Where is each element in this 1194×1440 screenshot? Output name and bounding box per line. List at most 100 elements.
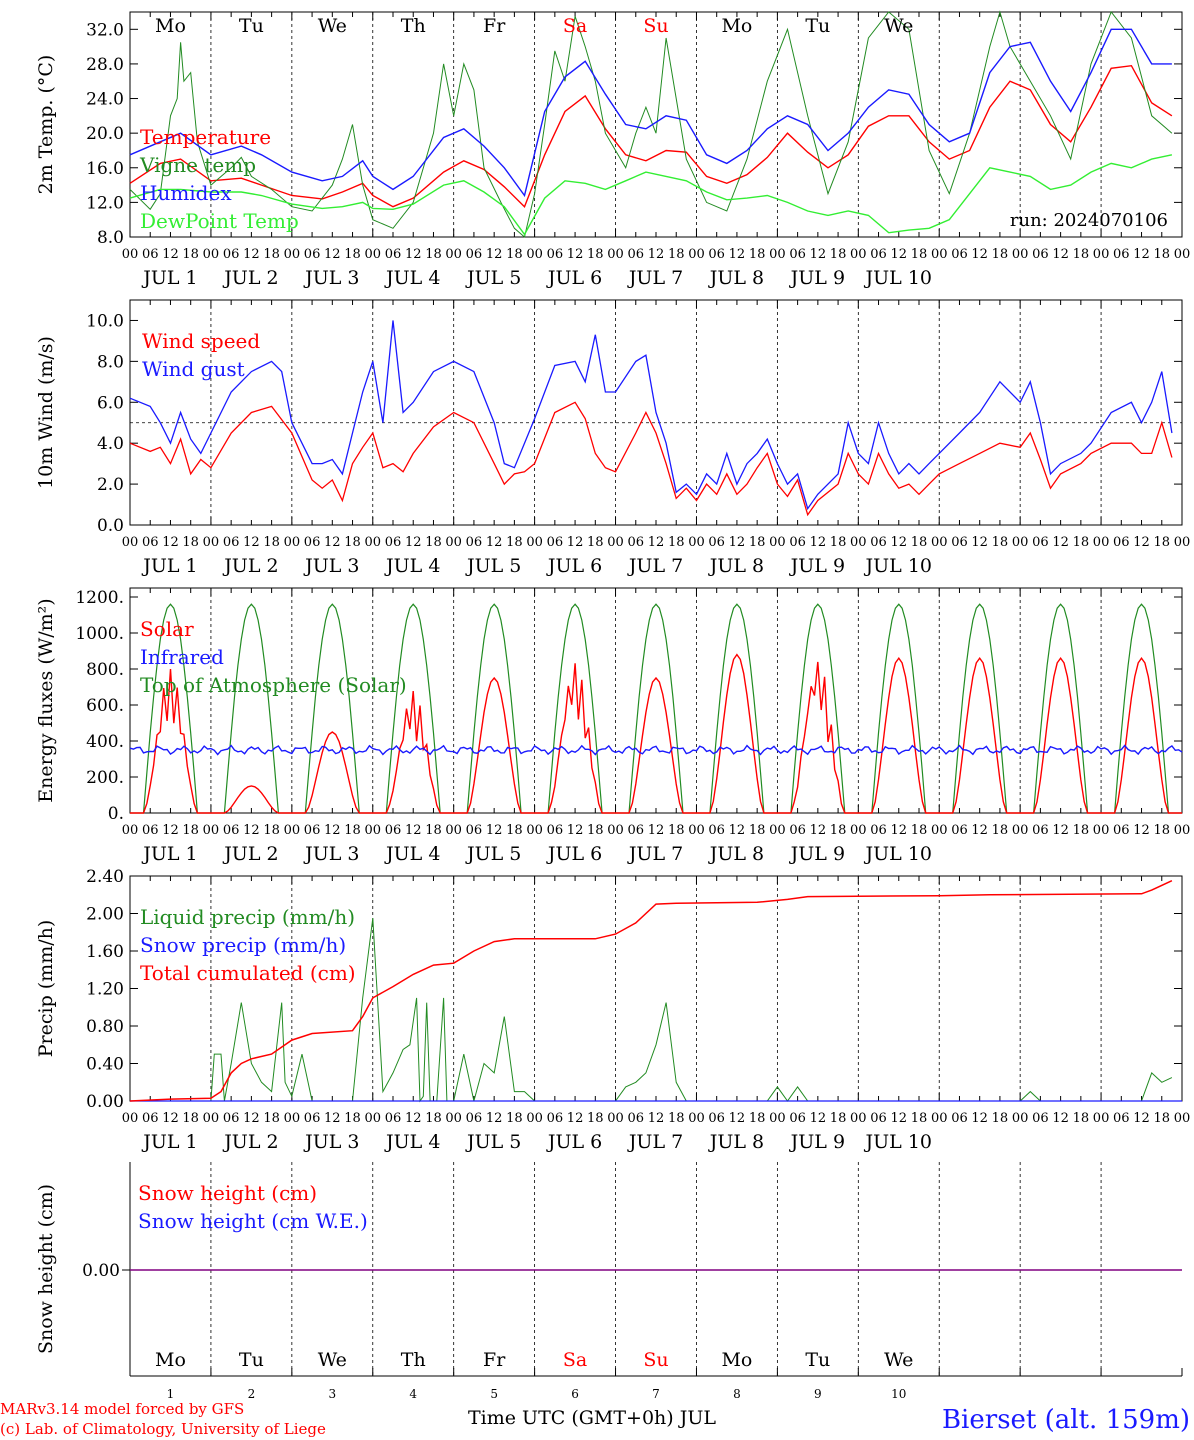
hour-tick-label: 00	[284, 535, 301, 550]
hour-tick-label: 00	[1093, 247, 1110, 262]
hour-tick-label: 18	[263, 823, 280, 838]
y-tick-label: 4.0	[97, 434, 124, 454]
hour-tick-label: 00	[1012, 535, 1029, 550]
hour-tick-label: 18	[830, 823, 847, 838]
hour-tick-label: 06	[789, 1111, 806, 1126]
hour-tick-label: 18	[992, 535, 1009, 550]
date-label: JUL 3	[303, 843, 359, 865]
hour-tick-label: 12	[1052, 823, 1069, 838]
y-tick-label: 0.80	[86, 1017, 124, 1037]
date-label: JUL 8	[708, 1131, 764, 1153]
day-number-label: 6	[571, 1387, 579, 1401]
hour-tick-label: 00	[284, 823, 301, 838]
hour-tick-label: 18	[911, 535, 928, 550]
hour-tick-label: 06	[1113, 535, 1130, 550]
hour-tick-label: 00	[203, 247, 220, 262]
date-label: JUL 9	[789, 843, 845, 865]
date-label: JUL 9	[789, 1131, 845, 1153]
date-label: JUL 6	[546, 1131, 602, 1153]
hour-tick-label: 12	[1133, 823, 1150, 838]
hour-tick-label: 12	[729, 1111, 746, 1126]
hour-tick-label: 06	[223, 247, 240, 262]
date-label: JUL 3	[303, 267, 359, 289]
hour-tick-label: 18	[1073, 1111, 1090, 1126]
hour-tick-label: 06	[223, 1111, 240, 1126]
hour-tick-label: 12	[243, 535, 260, 550]
hour-tick-label: 18	[182, 823, 199, 838]
y-tick-label: 200.	[86, 768, 124, 788]
legend-entry: Wind gust	[142, 357, 245, 381]
y-axis-label: Energy fluxes (W/m²)	[35, 598, 57, 802]
hour-tick-label: 18	[992, 247, 1009, 262]
weekday-label: Fr	[483, 1349, 506, 1371]
y-tick-label: 24.0	[86, 90, 124, 110]
hour-tick-label: 12	[567, 823, 584, 838]
y-tick-label: 8.0	[97, 352, 124, 372]
hour-tick-label: 06	[627, 823, 644, 838]
date-label: JUL 8	[708, 267, 764, 289]
hour-tick-label: 00	[1012, 1111, 1029, 1126]
day-number-label: 5	[490, 1387, 498, 1401]
hour-tick-label: 00	[364, 247, 381, 262]
legend-entry: Snow height (cm W.E.)	[138, 1209, 368, 1233]
series-line-0	[129, 64, 1173, 208]
hour-tick-label: 18	[749, 1111, 766, 1126]
hour-tick-label: 12	[486, 535, 503, 550]
date-label: JUL 10	[864, 555, 932, 577]
hour-tick-label: 00	[931, 535, 948, 550]
hour-tick-label: 12	[405, 1111, 422, 1126]
weekday-label: Tu	[805, 15, 830, 37]
hour-tick-label: 06	[789, 247, 806, 262]
hour-tick-label: 00	[364, 1111, 381, 1126]
hour-tick-label: 18	[344, 247, 361, 262]
hour-tick-label: 12	[486, 247, 503, 262]
weekday-label: Su	[643, 1349, 668, 1371]
hour-tick-label: 06	[951, 1111, 968, 1126]
hour-tick-label: 00	[1012, 247, 1029, 262]
hour-tick-label: 12	[971, 535, 988, 550]
hour-tick-label: 06	[466, 823, 483, 838]
hour-tick-label: 12	[810, 535, 827, 550]
hour-tick-label: 00	[769, 1111, 786, 1126]
hour-tick-label: 06	[547, 1111, 564, 1126]
hour-tick-label: 12	[890, 823, 907, 838]
panel-frame-3	[129, 587, 1183, 814]
hour-tick-label: 12	[324, 823, 341, 838]
y-tick-label: 1.20	[86, 980, 124, 1000]
hour-tick-label: 00	[526, 535, 543, 550]
hour-tick-label: 18	[1073, 535, 1090, 550]
solar-line	[130, 653, 1182, 814]
y-tick-label: 400.	[86, 732, 124, 752]
hour-tick-label: 00	[203, 535, 220, 550]
hour-tick-label: 00	[284, 1111, 301, 1126]
day-number-label: 3	[328, 1387, 336, 1401]
hour-tick-label: 00	[1174, 1111, 1191, 1126]
hour-tick-label: 06	[870, 823, 887, 838]
weekday-label: Su	[643, 15, 668, 37]
hour-tick-label: 12	[729, 535, 746, 550]
hour-tick-label: 06	[951, 247, 968, 262]
hour-tick-label: 12	[405, 535, 422, 550]
hour-tick-label: 18	[425, 1111, 442, 1126]
hour-tick-label: 06	[304, 535, 321, 550]
hour-tick-label: 06	[547, 247, 564, 262]
legend-entry: Top of Atmosphere (Solar)	[140, 673, 407, 697]
y-tick-label: 28.0	[86, 55, 124, 75]
hour-tick-label: 12	[486, 1111, 503, 1126]
hour-tick-label: 18	[668, 823, 685, 838]
hour-tick-label: 00	[850, 247, 867, 262]
legend-entry: DewPoint Temp	[140, 209, 299, 233]
hour-tick-label: 06	[789, 823, 806, 838]
hour-tick-label: 12	[405, 823, 422, 838]
hour-tick-label: 18	[344, 1111, 361, 1126]
hour-tick-label: 00	[850, 535, 867, 550]
hour-tick-label: 00	[203, 1111, 220, 1126]
weekday-label: Tu	[239, 15, 264, 37]
day-number-label: 9	[814, 1387, 822, 1401]
date-label: JUL 5	[465, 267, 521, 289]
hour-tick-label: 06	[466, 1111, 483, 1126]
hour-tick-label: 00	[203, 823, 220, 838]
hour-tick-label: 12	[567, 535, 584, 550]
legend-entry: Liquid precip (mm/h)	[140, 905, 355, 929]
weekday-label: Mo	[721, 1349, 752, 1371]
